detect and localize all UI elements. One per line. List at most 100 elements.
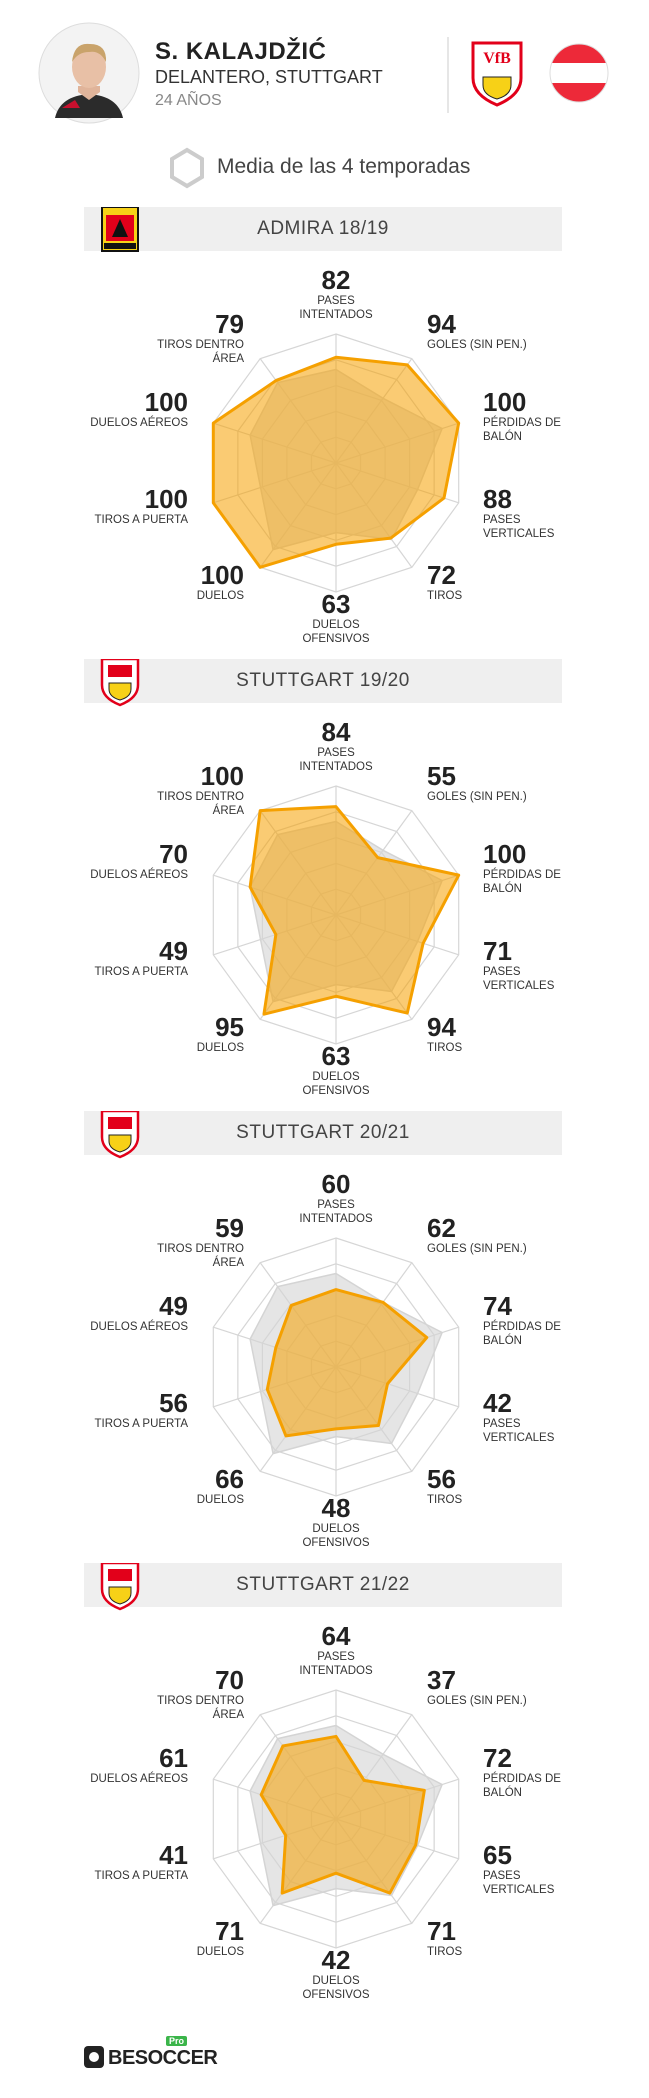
axis-label: 63 DUELOS OFENSIVOS: [286, 1042, 386, 1098]
header-graphics: VfB: [38, 22, 609, 189]
club-badge: VfB: [471, 41, 523, 107]
axis-name: DUELOS: [196, 1042, 244, 1054]
axis-name: DUELOS OFENSIVOS: [302, 1523, 370, 1549]
axis-label: 65 PASES VERTICALES: [483, 1841, 583, 1897]
badge-shape: [108, 1569, 132, 1581]
axis-label: 55 GOLES (SIN PEN.): [427, 762, 527, 804]
axis-value: 49: [159, 936, 188, 966]
axis-name: TIROS A PUERTA: [94, 966, 188, 978]
axis-label: 59 TIROS DENTRO ÁREA: [144, 1214, 244, 1270]
axis-value: 61: [159, 1743, 188, 1773]
legend-label: Media de las 4 temporadas: [217, 155, 471, 178]
axis-name: PÉRDIDAS DE BALÓN: [483, 417, 561, 443]
axis-name: PÉRDIDAS DE BALÓN: [483, 869, 561, 895]
axis-label: 62 GOLES (SIN PEN.): [427, 1214, 527, 1256]
season-area: [265, 1288, 429, 1438]
player-position: DELANTERO, STUTTGART: [155, 67, 383, 87]
axis-label: 84 PASES INTENTADOS: [286, 718, 386, 774]
axis-name: TIROS A PUERTA: [94, 1418, 188, 1430]
axis-value: 37: [427, 1665, 456, 1695]
axis-value: 74: [483, 1291, 512, 1321]
axis-value: 55: [427, 761, 456, 791]
season-section: STUTTGART 20/21 60 PASES INTENTADOS 62 GOLES…: [0, 1111, 649, 1563]
axis-name: TIROS: [427, 1946, 463, 1958]
axis-label: 72 PÉRDIDAS DE BALÓN: [483, 1744, 583, 1800]
section-bar: [84, 207, 562, 251]
axis-label: 70 DUELOS AÉREOS: [88, 840, 188, 882]
section-bar: [84, 1563, 562, 1607]
axis-value: 84: [321, 717, 351, 747]
section-title: STUTTGART 21/22: [236, 1574, 410, 1595]
axis-label: 74 PÉRDIDAS DE BALÓN: [483, 1292, 583, 1348]
axis-value: 60: [321, 1169, 351, 1199]
badge-shape: [112, 219, 128, 237]
axis-value: 100: [200, 560, 244, 590]
axis-label: 100 TIROS A PUERTA: [88, 485, 188, 527]
badge-shape: [108, 1134, 132, 1153]
axis-value: 64: [321, 1621, 351, 1651]
axis-value: 88: [483, 484, 512, 514]
axis-name: PASES VERTICALES: [483, 514, 555, 540]
axis-value: 48: [321, 1493, 351, 1523]
axis-name: TIROS: [427, 1042, 463, 1054]
section-title: ADMIRA 18/19: [257, 218, 389, 239]
club-badge: [100, 1563, 140, 1611]
season-section: STUTTGART 19/20 84 PASES INTENTADOS 55 GOLES…: [0, 659, 649, 1111]
radar-chart: [100, 659, 461, 1045]
axis-label: 48 DUELOS OFENSIVOS: [286, 1494, 386, 1550]
axis-label: 94 TIROS: [427, 1013, 527, 1055]
axis-value: 63: [321, 589, 351, 619]
season-area: [248, 805, 461, 1016]
club-badge: [101, 207, 139, 252]
legend-icon: [170, 147, 204, 189]
axis-label: 71 PASES VERTICALES: [483, 937, 583, 993]
axis-value: 56: [427, 1464, 456, 1494]
player-age: 24 AÑOS: [155, 92, 222, 109]
season-section: STUTTGART 21/22 64 PASES INTENTADOS 37 GOLES…: [0, 1563, 649, 2015]
axis-value: 63: [321, 1041, 351, 1071]
section-title: STUTTGART 20/21: [236, 1122, 410, 1143]
axis-label: 100 PÉRDIDAS DE BALÓN: [483, 840, 583, 896]
axis-label: 56 TIROS: [427, 1465, 527, 1507]
axis-name: PASES INTENTADOS: [299, 1651, 373, 1677]
axis-value: 94: [427, 1012, 456, 1042]
axis-value: 100: [483, 839, 527, 869]
axis-label: 72 TIROS: [427, 561, 527, 603]
axis-label: 63 DUELOS OFENSIVOS: [286, 590, 386, 646]
axis-value: 42: [321, 1945, 351, 1975]
axis-value: 100: [200, 761, 244, 791]
axis-name: DUELOS OFENSIVOS: [302, 1975, 370, 2001]
axis-label: 61 DUELOS AÉREOS: [88, 1744, 188, 1786]
axis-label: 60 PASES INTENTADOS: [286, 1170, 386, 1226]
section-bar: [84, 659, 562, 703]
axis-label: 100 DUELOS AÉREOS: [88, 388, 188, 430]
axis-label: 71 DUELOS: [144, 1917, 244, 1959]
axis-name: TIROS A PUERTA: [94, 514, 188, 526]
axis-name: PÉRDIDAS DE BALÓN: [483, 1321, 561, 1347]
axis-label: 49 DUELOS AÉREOS: [88, 1292, 188, 1334]
player-name: S. KALAJDŽIĆ: [155, 38, 327, 65]
axis-name: PASES INTENTADOS: [299, 295, 373, 321]
axis-value: 70: [215, 1665, 244, 1695]
season-section: ADMIRA 18/19 82 PASES INTENTADOS 94 GOLES (S…: [0, 207, 649, 659]
badge-shape: [108, 665, 132, 677]
axis-value: 72: [483, 1743, 512, 1773]
country-flag: [549, 43, 609, 103]
axis-value: 94: [427, 309, 456, 339]
axis-label: 66 DUELOS: [144, 1465, 244, 1507]
axis-label: 100 PÉRDIDAS DE BALÓN: [483, 388, 583, 444]
radar-chart: [100, 1111, 460, 1497]
axis-value: 71: [483, 936, 512, 966]
axis-label: 95 DUELOS: [144, 1013, 244, 1055]
axis-value: 79: [215, 309, 244, 339]
axis-value: 66: [215, 1464, 244, 1494]
axis-value: 56: [159, 1388, 188, 1418]
axis-name: TIROS DENTRO ÁREA: [157, 791, 244, 817]
axis-value: 71: [215, 1916, 244, 1946]
player-silhouette: [55, 43, 123, 118]
axis-name: DUELOS: [196, 1946, 244, 1958]
axis-label: 100 TIROS DENTRO ÁREA: [144, 762, 244, 818]
radar-chart: [101, 207, 461, 593]
axis-name: PASES VERTICALES: [483, 966, 555, 992]
